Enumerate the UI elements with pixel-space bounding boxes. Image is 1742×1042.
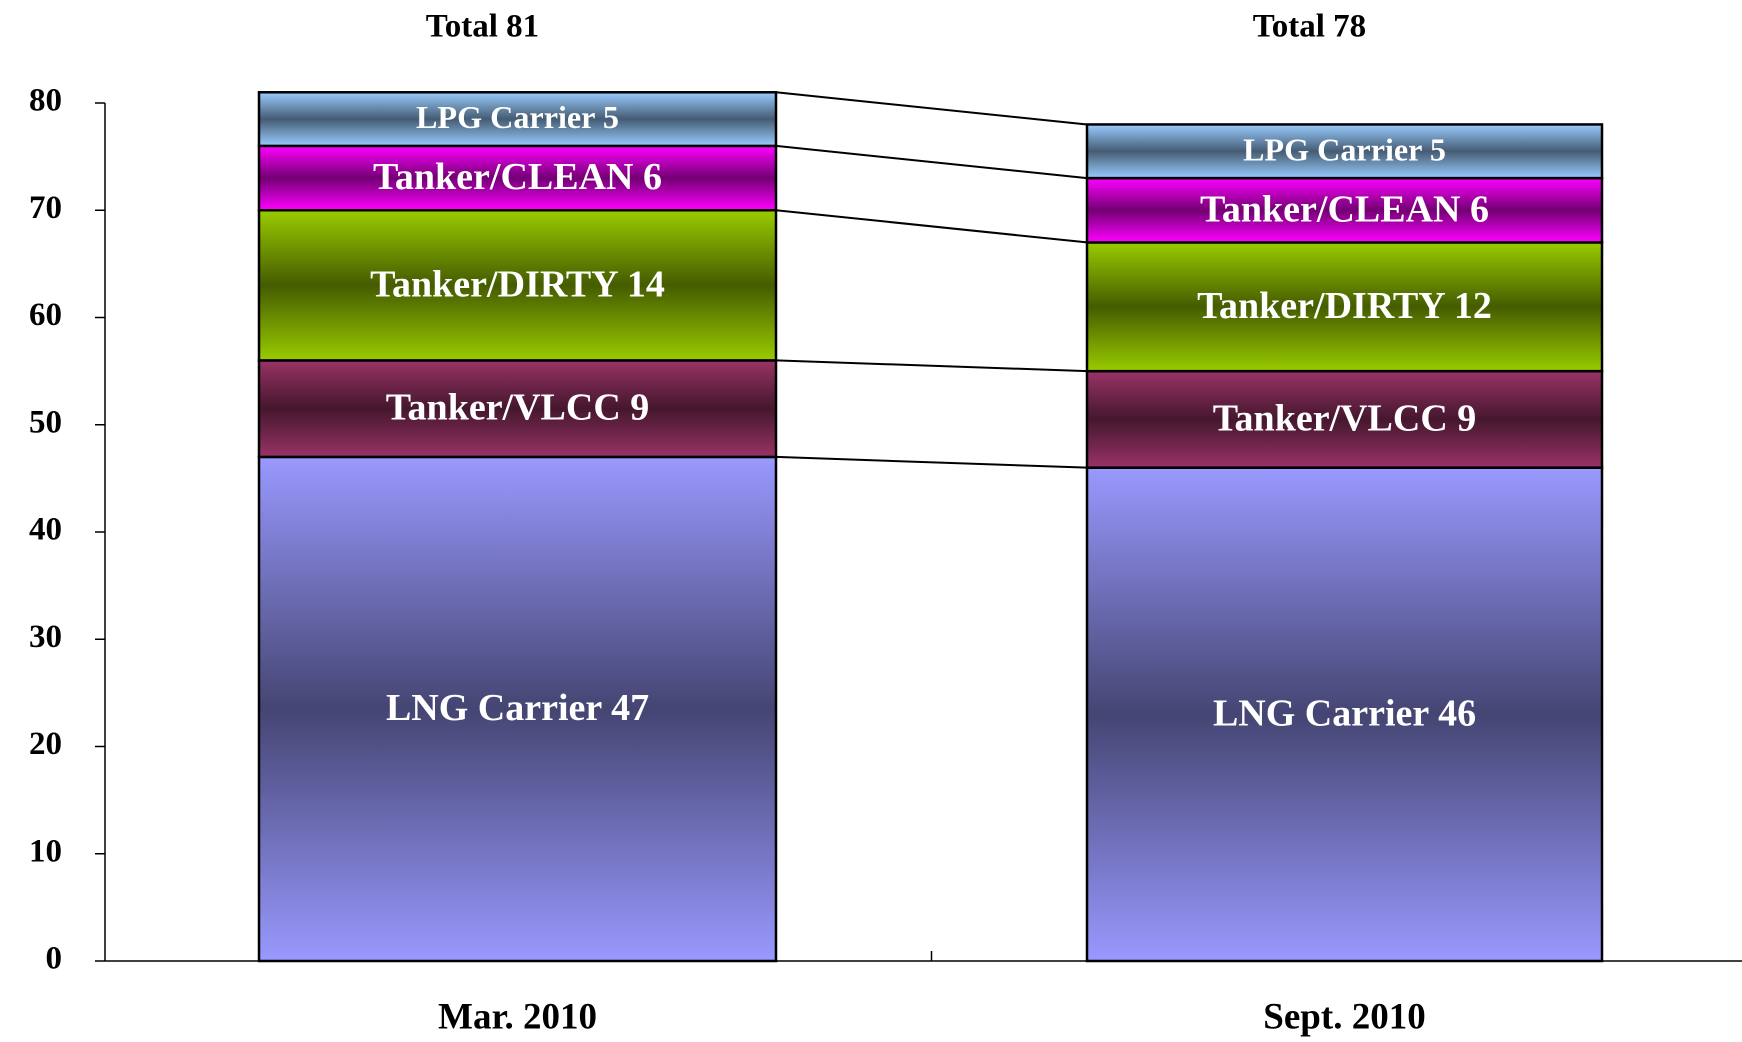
segment-label: Tanker/VLCC 9: [386, 386, 650, 428]
series-name: LNG Carrier: [386, 687, 602, 729]
segment-value: 6: [643, 156, 662, 198]
y-tick-label: 80: [29, 83, 62, 119]
total-annotation: Total 81: [426, 9, 539, 45]
connector-line: [775, 359, 1088, 373]
segment-value: 9: [630, 386, 649, 428]
segment-label: Tanker/DIRTY 12: [1197, 284, 1492, 326]
segment-value: 46: [1438, 692, 1476, 734]
segment-value: 47: [611, 687, 649, 729]
series-name: Tanker/CLEAN: [1200, 188, 1460, 230]
y-tick-label: 30: [29, 619, 62, 655]
segment-label: Tanker/DIRTY 14: [370, 263, 665, 305]
bar-segment: [257, 455, 778, 963]
total-annotation: Total 78: [1253, 9, 1366, 45]
segment-value: 5: [603, 99, 619, 135]
segment-label: Tanker/VLCC 9: [1213, 397, 1477, 439]
series-name: Tanker/CLEAN: [373, 156, 633, 198]
y-tick-label: 20: [29, 726, 62, 762]
y-tick-label: 60: [29, 297, 62, 333]
series-name: Tanker/DIRTY: [370, 263, 618, 305]
segment-label: LPG Carrier 5: [416, 99, 619, 135]
y-tick-label: 70: [29, 190, 62, 226]
series-name: Tanker/VLCC: [386, 386, 621, 428]
y-tick-label: 0: [46, 941, 63, 977]
y-tick-label: 10: [29, 833, 62, 869]
bar-segment: [1085, 241, 1604, 373]
segment-label: Tanker/CLEAN 6: [373, 156, 662, 198]
connector-line: [775, 91, 1088, 126]
segment-value: 6: [1470, 188, 1489, 230]
series-name: LPG Carrier: [1243, 132, 1422, 168]
series-name: Tanker/DIRTY: [1197, 284, 1445, 326]
segment-label: LNG Carrier 47: [386, 687, 649, 729]
segment-label: LNG Carrier 46: [1213, 692, 1476, 734]
bar-segment: [1085, 466, 1604, 963]
connector-line: [775, 209, 1088, 244]
segment-label: Tanker/CLEAN 6: [1200, 188, 1489, 230]
bar-segment: [1085, 369, 1604, 469]
series-name: LPG Carrier: [416, 99, 595, 135]
connector-line: [775, 455, 1088, 469]
bar-segment: [257, 91, 778, 148]
segment-value: 9: [1457, 397, 1476, 439]
x-tick-label: Sept. 2010: [1263, 996, 1425, 1037]
y-tick-label: 40: [29, 512, 62, 548]
series-name: LNG Carrier: [1213, 692, 1429, 734]
connector-line: [775, 144, 1088, 180]
segment-label: LPG Carrier 5: [1243, 132, 1446, 168]
segment-value: 14: [627, 263, 665, 305]
y-tick-label: 50: [29, 404, 62, 440]
bar-segment: [1085, 123, 1604, 180]
segment-value: 12: [1454, 284, 1492, 326]
x-tick-label: Mar. 2010: [438, 996, 597, 1037]
segment-value: 5: [1430, 132, 1446, 168]
series-name: Tanker/VLCC: [1213, 397, 1448, 439]
